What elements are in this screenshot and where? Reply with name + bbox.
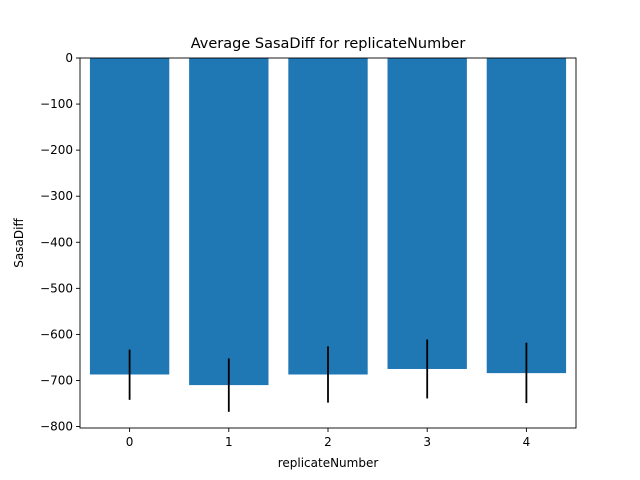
y-tick-label: −500 xyxy=(40,281,73,295)
bar-1 xyxy=(189,58,269,386)
bars-group xyxy=(89,58,567,386)
bar-3 xyxy=(387,58,467,369)
x-axis-label: replicateNumber xyxy=(278,456,379,470)
bar-4 xyxy=(486,58,567,374)
y-axis-label: SasaDiff xyxy=(12,218,26,268)
y-tick-label: 0 xyxy=(65,51,73,65)
x-tick-label: 0 xyxy=(126,435,134,449)
y-tick-label: −400 xyxy=(40,235,73,249)
y-tick-label: −700 xyxy=(40,373,73,387)
x-tick-label: 3 xyxy=(423,435,431,449)
y-tick-label: −300 xyxy=(40,189,73,203)
y-tick-label: −200 xyxy=(40,143,73,157)
x-axis: 0 1 2 3 4 xyxy=(126,428,530,449)
x-tick-label: 1 xyxy=(225,435,233,449)
x-tick-label: 4 xyxy=(523,435,531,449)
error-bars-group xyxy=(128,339,528,412)
bar-2 xyxy=(288,58,368,375)
chart-title: Average SasaDiff for replicateNumber xyxy=(191,36,466,52)
bar-0 xyxy=(89,58,170,375)
y-tick-label: −800 xyxy=(40,420,73,434)
x-tick-label: 2 xyxy=(324,435,332,449)
y-tick-label: −100 xyxy=(40,97,73,111)
y-axis: 0 −100 −200 −300 −400 −500 −600 −700 −800 xyxy=(40,51,80,434)
y-tick-label: −600 xyxy=(40,327,73,341)
